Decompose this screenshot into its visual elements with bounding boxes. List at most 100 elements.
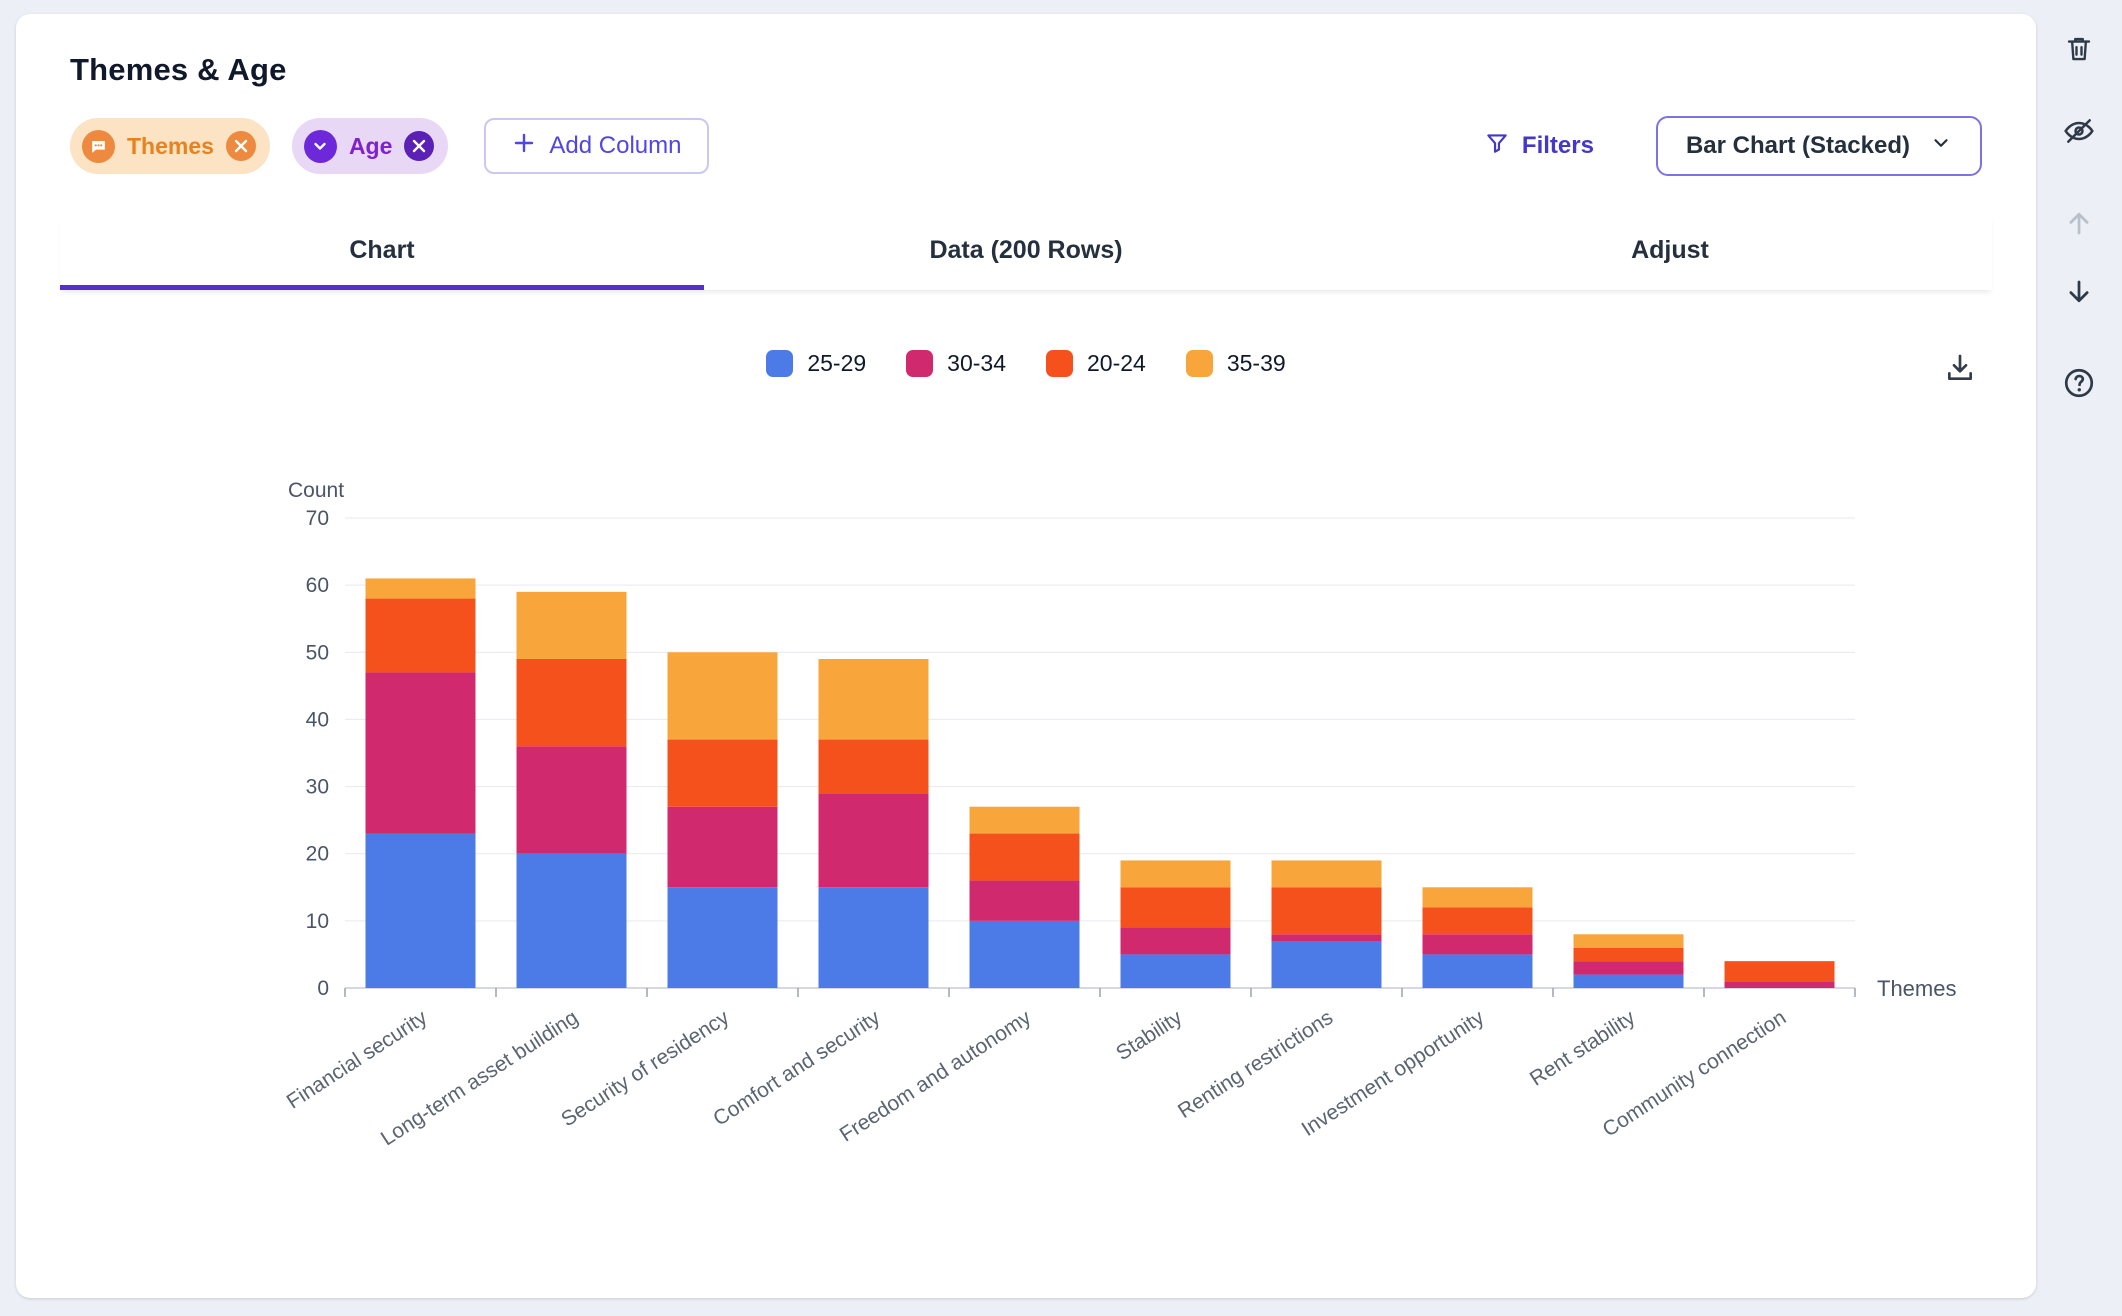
bar-segment bbox=[365, 833, 476, 988]
add-column-label: Add Column bbox=[549, 132, 682, 159]
chevron-circle-icon bbox=[303, 129, 337, 163]
legend-swatch bbox=[1185, 350, 1213, 377]
x-axis-title: Themes bbox=[1877, 976, 1956, 1001]
bars bbox=[365, 578, 1835, 988]
page-title: Themes & Age bbox=[70, 52, 287, 87]
legend-label: 35-39 bbox=[1226, 350, 1286, 376]
plus-icon bbox=[512, 131, 536, 162]
legend-label: 20-24 bbox=[1087, 350, 1146, 376]
bar-segment bbox=[516, 591, 627, 659]
add-column-button[interactable]: Add Column bbox=[484, 118, 710, 174]
arrow-up-icon bbox=[2064, 212, 2094, 241]
legend-item[interactable]: 30-34 bbox=[906, 350, 1006, 377]
controls-row: Themes Age Add Column bbox=[70, 116, 1982, 176]
trash-icon bbox=[2064, 37, 2094, 67]
bar-segment bbox=[969, 833, 1080, 881]
bar-segment bbox=[1724, 961, 1835, 982]
help-button[interactable] bbox=[2058, 362, 2100, 407]
bar-segment bbox=[1271, 941, 1382, 988]
x-axis-ticks bbox=[344, 988, 1856, 997]
chart-type-dropdown[interactable]: Bar Chart (Stacked) bbox=[1655, 116, 1982, 176]
bar-segment bbox=[818, 793, 929, 888]
svg-text:50: 50 bbox=[306, 641, 329, 664]
bar-segment bbox=[667, 652, 778, 740]
svg-text:Financial security: Financial security bbox=[283, 1006, 432, 1114]
bar-segment bbox=[818, 739, 929, 794]
right-controls: Filters Bar Chart (Stacked) bbox=[1484, 116, 1982, 176]
svg-text:Renting restrictions: Renting restrictions bbox=[1174, 1006, 1337, 1123]
bar-segment bbox=[667, 887, 778, 988]
chart-legend: 25-29 30-34 20-24 35-39 bbox=[70, 350, 1982, 377]
svg-text:20: 20 bbox=[306, 843, 329, 866]
legend-label: 30-34 bbox=[947, 350, 1006, 376]
bar-segment bbox=[1120, 860, 1231, 888]
bar-segment bbox=[818, 659, 929, 740]
bar-segment bbox=[969, 880, 1080, 921]
move-down-button[interactable] bbox=[2060, 273, 2098, 314]
svg-text:60: 60 bbox=[306, 574, 329, 597]
legend-swatch bbox=[906, 350, 934, 377]
legend-label: 25-29 bbox=[807, 350, 867, 376]
bar-segment bbox=[1120, 887, 1231, 928]
y-axis-title: Count bbox=[288, 479, 344, 502]
filters-button[interactable]: Filters bbox=[1484, 130, 1594, 163]
themes-pill-label: Themes bbox=[127, 132, 214, 159]
bar-segment bbox=[1422, 954, 1533, 988]
tab-adjust[interactable]: Adjust bbox=[1631, 236, 1709, 264]
bar-segment bbox=[1573, 934, 1684, 948]
download-icon bbox=[1944, 354, 1976, 387]
bar-segment bbox=[1271, 860, 1382, 888]
svg-text:70: 70 bbox=[306, 507, 329, 530]
chart-type-label: Bar Chart (Stacked) bbox=[1685, 132, 1910, 159]
bar-segment bbox=[365, 672, 476, 834]
legend-item[interactable]: 20-24 bbox=[1046, 350, 1146, 377]
right-rail bbox=[2050, 30, 2108, 407]
bar-segment bbox=[818, 887, 929, 988]
bar-segment bbox=[516, 853, 627, 988]
svg-text:0: 0 bbox=[317, 977, 329, 1000]
bar-segment bbox=[1573, 974, 1684, 988]
move-up-button[interactable] bbox=[2060, 204, 2098, 245]
remove-age-button[interactable] bbox=[404, 131, 435, 161]
help-circle-icon bbox=[2062, 368, 2096, 403]
tab-chart[interactable]: Chart bbox=[60, 214, 704, 290]
bar-segment bbox=[1573, 947, 1684, 962]
eye-off-icon bbox=[2063, 119, 2095, 150]
hide-button[interactable] bbox=[2059, 111, 2099, 154]
bar-segment bbox=[1271, 934, 1382, 941]
remove-themes-button[interactable] bbox=[225, 131, 256, 161]
age-pill-label: Age bbox=[348, 132, 393, 159]
svg-text:10: 10 bbox=[306, 910, 329, 933]
svg-text:Rent stability: Rent stability bbox=[1526, 1006, 1640, 1091]
chevron-down-icon bbox=[1930, 132, 1952, 161]
svg-text:Security of residency: Security of residency bbox=[557, 1006, 733, 1132]
arrow-down-icon bbox=[2064, 280, 2094, 310]
bar-segment bbox=[1271, 887, 1382, 935]
y-tick-labels: 0 10 20 30 40 50 60 70 bbox=[306, 507, 329, 1000]
svg-text:30: 30 bbox=[306, 776, 329, 799]
svg-text:Stability: Stability bbox=[1112, 1006, 1187, 1066]
bar-segment bbox=[365, 578, 476, 599]
bar-segment bbox=[667, 739, 778, 807]
bar-segment bbox=[516, 659, 627, 747]
legend-swatch bbox=[1046, 350, 1073, 377]
bar-segment bbox=[1573, 961, 1684, 975]
age-column-pill[interactable]: Age bbox=[291, 118, 449, 174]
legend-item[interactable]: 25-29 bbox=[766, 350, 866, 377]
bar-segment bbox=[1120, 927, 1231, 955]
legend-swatch bbox=[766, 350, 794, 377]
bar-segment bbox=[1422, 907, 1533, 935]
chart-card: Themes & Age Themes Age bbox=[16, 14, 2036, 1298]
view-tabs: Chart Data (200 Rows) Adjust bbox=[60, 214, 1992, 290]
bar-segment bbox=[1120, 954, 1231, 988]
legend-item[interactable]: 35-39 bbox=[1185, 350, 1286, 377]
delete-button[interactable] bbox=[2060, 30, 2098, 71]
filter-funnel-icon bbox=[1484, 130, 1510, 163]
chart-area: 0 10 20 30 40 50 60 70 Financial security Long-te… bbox=[270, 473, 1982, 1178]
bar-segment bbox=[516, 746, 627, 854]
themes-column-pill[interactable]: Themes bbox=[70, 118, 270, 174]
bar-segment bbox=[969, 920, 1080, 988]
bar-segment bbox=[969, 806, 1080, 834]
tab-data[interactable]: Data (200 Rows) bbox=[929, 236, 1123, 264]
download-chart-button[interactable] bbox=[1944, 352, 1976, 387]
